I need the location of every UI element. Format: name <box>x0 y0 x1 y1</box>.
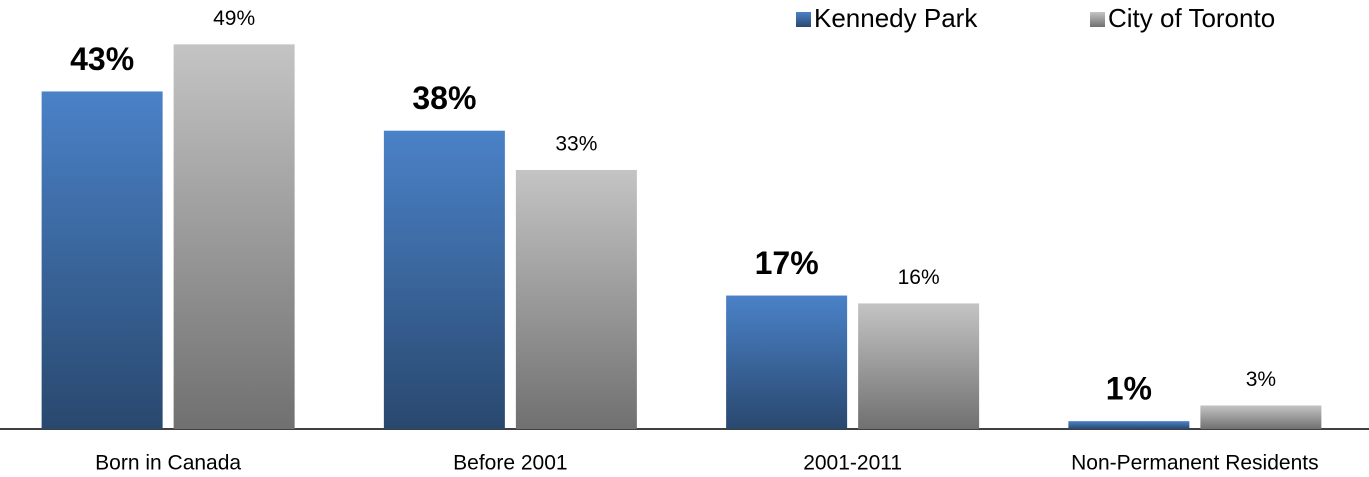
value-label: 43% <box>70 41 134 77</box>
x-tick-label: Born in Canada <box>95 452 241 475</box>
value-label: 49% <box>213 7 255 30</box>
bar <box>726 295 848 429</box>
legend-label: Kennedy Park <box>814 3 978 33</box>
value-label: 38% <box>412 80 476 116</box>
bar <box>383 130 505 429</box>
legend-swatch <box>796 12 811 27</box>
bar <box>1200 405 1322 429</box>
value-label: 33% <box>555 132 597 155</box>
legend-swatch <box>1090 12 1105 27</box>
x-tick-label: Non-Permanent Residents <box>1071 452 1318 475</box>
value-label: 16% <box>898 266 940 289</box>
bar <box>858 303 980 429</box>
bar <box>1068 421 1190 429</box>
legend-label: City of Toronto <box>1108 3 1275 33</box>
value-label: 17% <box>755 245 819 281</box>
bar <box>173 44 295 429</box>
bar <box>41 91 163 429</box>
x-tick-label: Before 2001 <box>453 452 567 475</box>
bar <box>515 169 637 429</box>
value-label: 1% <box>1106 371 1152 407</box>
x-tick-label: 2001-2011 <box>803 452 902 475</box>
value-label: 3% <box>1246 368 1276 391</box>
